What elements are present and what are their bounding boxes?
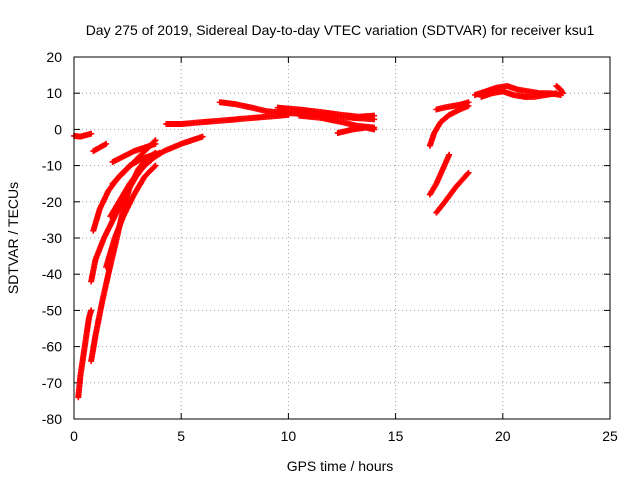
series-arc-02: [75, 307, 95, 401]
data-point: [199, 133, 206, 140]
series-arc-10: [90, 140, 110, 155]
y-tick-label: -20: [42, 194, 62, 210]
series-arc-22: [553, 82, 566, 97]
x-tick-label: 5: [177, 428, 185, 444]
series-arc-16: [426, 102, 472, 149]
series-arc-13: [274, 104, 378, 120]
data-point: [103, 140, 110, 147]
series-arc-14: [296, 112, 378, 131]
y-tick-label: 20: [46, 49, 62, 65]
data-point: [152, 140, 159, 147]
data-point: [371, 126, 378, 133]
series-arc-21: [478, 88, 560, 100]
data-point: [88, 307, 95, 314]
data-point: [553, 90, 560, 97]
y-tick-label: -40: [42, 266, 62, 282]
data-point: [152, 162, 159, 169]
x-axis-label: GPS time / hours: [287, 458, 394, 474]
series-arc-07: [107, 157, 155, 220]
y-tick-label: 10: [46, 85, 62, 101]
data-point: [446, 151, 453, 158]
data-point: [559, 90, 566, 97]
data-point: [465, 169, 472, 176]
y-tick-label: -80: [42, 411, 62, 427]
y-tick-label: -60: [42, 339, 62, 355]
chart-title: Day 275 of 2019, Sidereal Day-to-day VTE…: [86, 22, 595, 38]
x-tick-label: 20: [495, 428, 511, 444]
data-point: [146, 158, 153, 165]
series-arc-18: [426, 151, 453, 198]
x-tick-label: 25: [602, 428, 618, 444]
data-points: [71, 82, 566, 401]
series-arc-09: [109, 140, 159, 165]
grid: [74, 57, 610, 419]
y-tick-label: -10: [42, 158, 62, 174]
data-point: [156, 149, 163, 156]
y-tick-label: 0: [54, 121, 62, 137]
y-tick-label: -70: [42, 375, 62, 391]
y-axis-label: SDTVAR / TECUs: [5, 182, 21, 294]
data-point: [148, 157, 155, 164]
axis-ticks: 0 5 10 15 20 25 -80 -70 -60 -50 -40 -30 -20 -10 0 10 20: [42, 49, 618, 444]
x-tick-label: 15: [388, 428, 404, 444]
series-arc-19: [433, 169, 472, 216]
x-tick-label: 10: [281, 428, 297, 444]
data-point: [464, 170, 471, 177]
series-arc-15: [334, 124, 378, 137]
y-tick-label: -50: [42, 302, 62, 318]
data-point: [151, 163, 158, 170]
y-tick-label: -30: [42, 230, 62, 246]
data-point: [371, 112, 378, 119]
series-arc-06: [103, 162, 159, 270]
series-arc-20: [471, 82, 564, 99]
data-point: [465, 99, 472, 106]
series-arc-17: [433, 99, 472, 113]
data-point: [88, 130, 95, 137]
plot-frame: [73, 56, 611, 420]
x-tick-label: 0: [70, 428, 78, 444]
